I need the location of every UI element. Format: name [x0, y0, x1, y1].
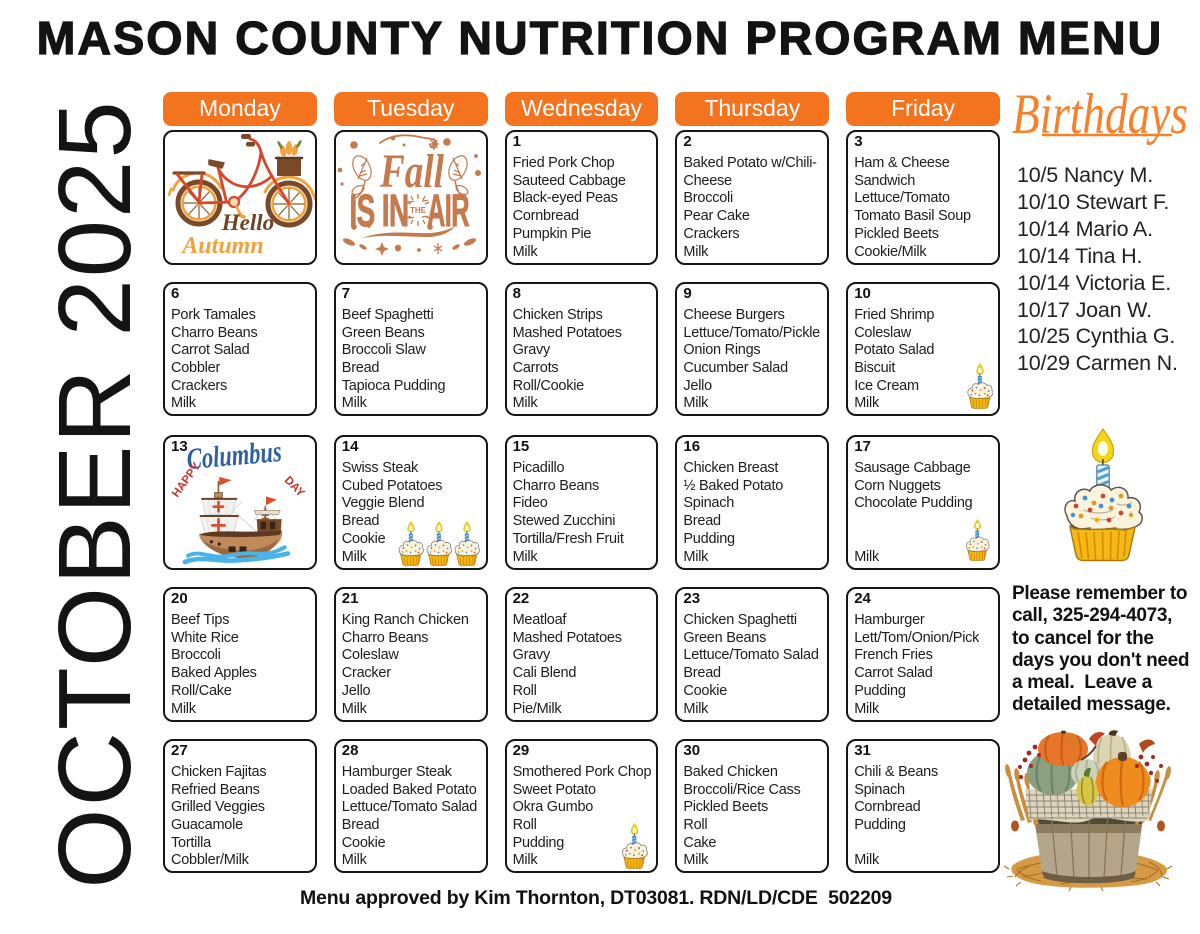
- svg-text:AIR: AIR: [427, 185, 469, 236]
- svg-text:Hello: Hello: [221, 210, 274, 235]
- svg-text:Fall: Fall: [379, 145, 444, 198]
- svg-text:IS IN: IS IN: [349, 185, 408, 236]
- svg-text:THE: THE: [410, 206, 427, 215]
- svg-text:Autumn: Autumn: [180, 233, 263, 259]
- svg-text:Birthdays: Birthdays: [1012, 84, 1188, 146]
- svg-text:DAY: DAY: [282, 474, 307, 499]
